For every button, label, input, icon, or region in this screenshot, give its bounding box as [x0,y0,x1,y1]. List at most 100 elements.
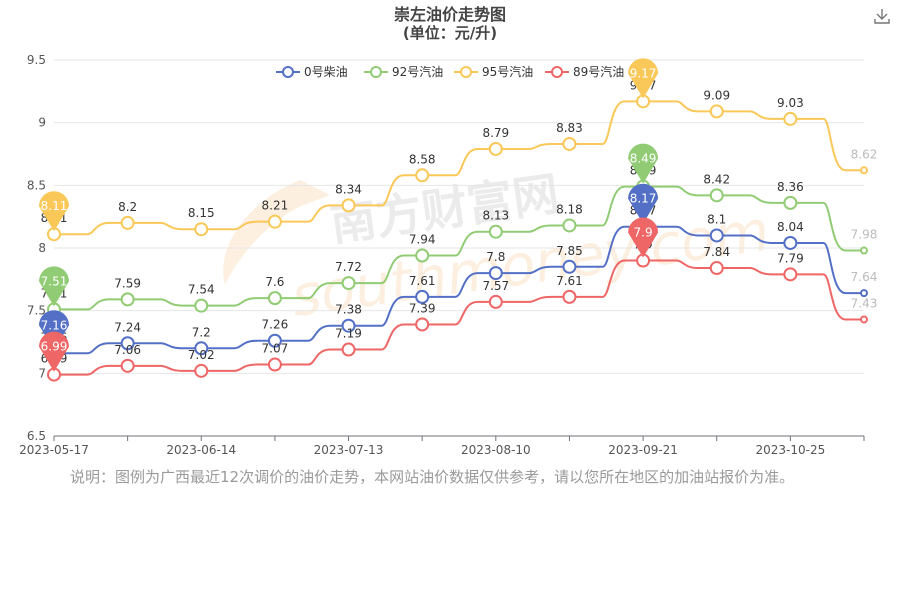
legend-label: 95号汽油 [482,64,533,79]
data-point[interactable] [562,259,577,274]
data-point[interactable] [860,289,868,298]
legend[interactable]: 0号柴油 92号汽油 95号汽油 89号汽油 [276,64,624,79]
data-point[interactable] [709,261,724,276]
legend-item[interactable]: 92号汽油 [364,64,443,79]
data-point[interactable] [194,298,209,313]
data-point[interactable] [415,317,430,332]
data-point[interactable] [120,292,135,307]
pin-shape [628,58,659,99]
data-point[interactable] [194,222,209,237]
data-point[interactable] [488,224,503,239]
data-point[interactable] [194,363,209,378]
data-point[interactable] [120,358,135,373]
series-group [47,94,868,382]
x-axis: 2023-05-17 2023-06-14 2023-07-13 2023-08-10… [19,436,865,457]
data-point[interactable] [860,166,868,175]
data-label: 7.24 [114,320,141,334]
data-label: 8.36 [777,180,804,194]
data-label: 7.72 [335,260,362,274]
legend-item[interactable]: 95号汽油 [454,64,533,79]
pin-label: 8.11 [41,199,68,213]
chart-note: 说明：图例为广西最近12次调价的油价走势，本网站油价数据仅供参考，请以您所在地区… [70,468,795,486]
data-point[interactable] [488,294,503,309]
data-point[interactable] [194,341,209,356]
pin-label: 6.99 [41,340,68,354]
data-label: 8.21 [262,199,289,213]
data-point[interactable] [488,266,503,281]
pin-label: 7.51 [41,274,68,288]
data-point[interactable] [783,235,798,250]
data-point[interactable] [709,188,724,203]
data-point[interactable] [860,315,868,324]
min-pin: 7.16 [39,310,69,351]
data-label: 8.62 [851,147,878,161]
data-point[interactable] [783,195,798,210]
data-point[interactable] [267,214,282,229]
data-label: 8.2 [118,200,137,214]
data-label: 7.2 [192,325,211,339]
data-point[interactable] [341,276,356,291]
data-label: 9.03 [777,96,804,110]
data-label: 7.07 [262,342,289,356]
data-point[interactable] [783,267,798,282]
series-line [54,185,864,311]
data-point[interactable] [709,228,724,243]
y-grid [54,59,864,437]
max-pin: 8.49 [628,143,659,184]
data-label: 7.79 [777,251,804,265]
data-label: 7.38 [335,303,362,317]
data-label: 8.58 [409,152,436,166]
data-point[interactable] [341,198,356,213]
y-axis: 6.5 7 7.5 8 8.5 9 9.5 [27,53,46,443]
data-label: 7.57 [482,279,509,293]
data-point[interactable] [562,289,577,304]
watermark-swirl [223,180,330,285]
data-point[interactable] [860,246,868,255]
data-label: 8.13 [482,209,509,223]
download-icon[interactable] [872,6,892,26]
legend-item[interactable]: 89号汽油 [545,64,624,79]
data-point[interactable] [415,248,430,263]
data-point[interactable] [267,357,282,372]
data-point[interactable] [341,342,356,357]
data-label: 7.64 [851,270,878,284]
x-tick-label: 2023-06-14 [166,443,236,457]
data-point[interactable] [120,336,135,351]
pin-shape [39,191,69,232]
pin-label: 7.16 [41,318,68,332]
data-label: 7.06 [114,343,141,357]
data-point[interactable] [562,136,577,151]
y-tick-label: 8.5 [27,178,46,192]
legend-marker [551,66,563,78]
pin-label: 9.17 [630,66,657,80]
legend-label: 92号汽油 [392,64,443,79]
data-label: 8.15 [188,206,215,220]
y-tick-label: 7 [38,366,46,380]
data-point[interactable] [488,141,503,156]
legend-item[interactable]: 0号柴油 [276,65,348,79]
data-point[interactable] [341,318,356,333]
data-label: 7.61 [409,274,436,288]
data-label: 7.61 [556,274,583,288]
max-pin: 9.17 [628,58,659,99]
y-tick-label: 8 [38,241,46,255]
data-label: 7.59 [114,276,141,290]
data-point[interactable] [709,104,724,119]
data-label: 7.43 [851,296,878,310]
data-label: 8.04 [777,220,804,234]
max-pin: 7.9 [628,217,659,258]
data-point[interactable] [267,291,282,306]
x-tick-label: 2023-07-13 [314,443,384,457]
data-point[interactable] [783,111,798,126]
data-point[interactable] [415,289,430,304]
data-point[interactable] [120,215,135,230]
data-label: 7.02 [188,348,215,362]
data-label: 7.39 [409,301,436,315]
x-tick-label: 2023-05-17 [19,443,89,457]
data-point[interactable] [267,333,282,348]
pin-shape [628,183,659,224]
series-line [54,259,864,376]
data-point[interactable] [562,218,577,233]
data-point[interactable] [415,168,430,183]
